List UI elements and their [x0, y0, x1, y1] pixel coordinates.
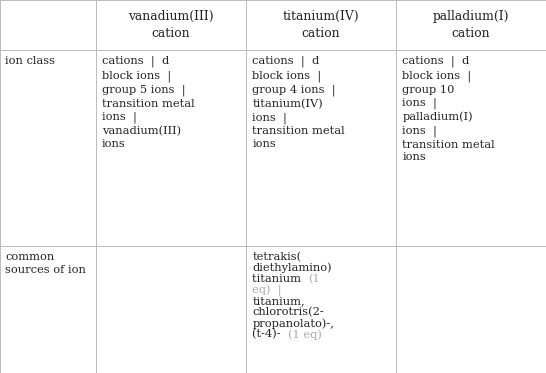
- Text: cations  |  d
block ions  |
group 10
ions  |
palladium(I)
ions  |
transition met: cations | d block ions | group 10 ions |…: [402, 56, 495, 162]
- Text: chlorotris(2-: chlorotris(2-: [252, 307, 324, 317]
- Text: eq)  |: eq) |: [252, 285, 282, 297]
- Text: propanolato)-,: propanolato)-,: [252, 318, 334, 329]
- Text: tetrakis(: tetrakis(: [252, 252, 301, 262]
- Text: (t-4)-: (t-4)-: [252, 329, 288, 339]
- Text: palladium(I)
cation: palladium(I) cation: [432, 10, 509, 40]
- Text: (1 eq): (1 eq): [288, 329, 322, 340]
- Text: (1: (1: [308, 274, 321, 284]
- Text: cations  |  d
block ions  |
group 5 ions  |
transition metal
ions  |
vanadium(II: cations | d block ions | group 5 ions | …: [102, 56, 195, 149]
- Text: titanium(IV)
cation: titanium(IV) cation: [282, 10, 359, 40]
- Text: vanadium(III)
cation: vanadium(III) cation: [128, 10, 213, 40]
- Text: diethylamino): diethylamino): [252, 263, 332, 273]
- Text: common
sources of ion: common sources of ion: [5, 252, 86, 275]
- Text: titanium: titanium: [252, 274, 308, 284]
- Text: titanium,: titanium,: [252, 296, 305, 306]
- Text: ion class: ion class: [5, 56, 56, 66]
- Text: cations  |  d
block ions  |
group 4 ions  |
titanium(IV)
ions  |
transition meta: cations | d block ions | group 4 ions | …: [252, 56, 345, 149]
